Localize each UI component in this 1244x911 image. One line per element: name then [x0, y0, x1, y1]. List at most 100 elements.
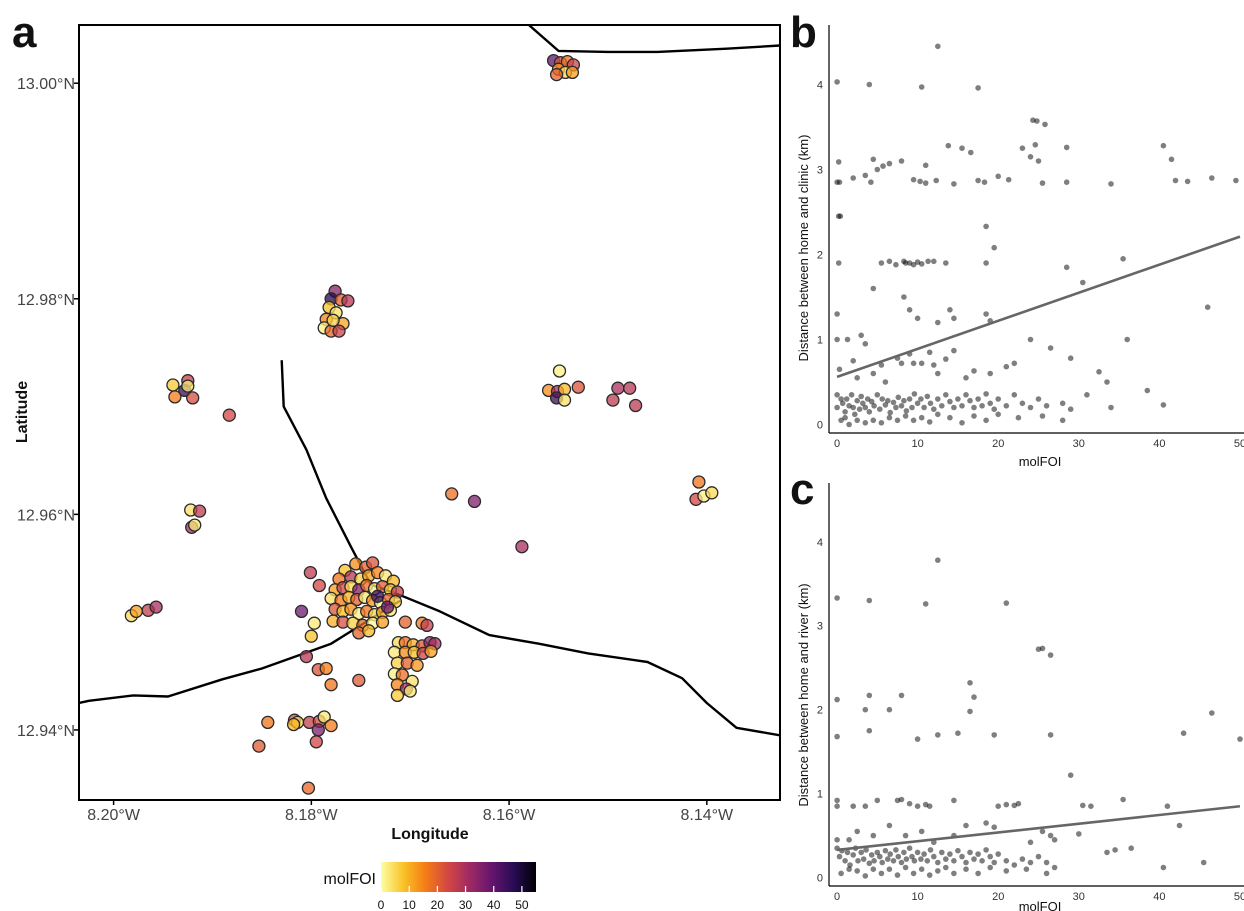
clinic-point — [959, 403, 965, 409]
clinic-point — [1160, 402, 1167, 408]
household-point — [362, 624, 376, 638]
river-x-ticks: 0 10 20 30 40 50 — [834, 891, 1244, 903]
clinic-point — [931, 406, 937, 413]
clinic-point — [1204, 304, 1211, 311]
clinic-point — [871, 403, 877, 409]
clinic-point — [968, 149, 974, 156]
legend-tick-label: 40 — [487, 898, 501, 911]
river-point — [943, 864, 949, 871]
clinic-x-ticks: 0 10 20 30 40 50 — [834, 438, 1244, 450]
clinic-point — [1160, 142, 1167, 149]
river-point — [834, 696, 840, 703]
color-legend: molFOI 0 10 20 30 40 50 — [324, 862, 536, 911]
clinic-point — [846, 421, 852, 428]
clinic-point — [886, 258, 893, 265]
clinic-point — [975, 85, 981, 91]
y-tick-label: 1 — [817, 335, 823, 347]
river-point — [975, 870, 981, 877]
clinic-point — [935, 411, 941, 418]
clinic-point — [839, 400, 846, 407]
x-tick-label: 10 — [912, 891, 924, 903]
clinic-point — [870, 285, 877, 292]
river-point — [1039, 645, 1046, 652]
river-point — [918, 866, 925, 872]
clinic-point — [914, 315, 921, 322]
river-point — [1003, 801, 1010, 808]
river-point — [862, 873, 869, 879]
x-tick-label: 40 — [1153, 891, 1165, 903]
clinic-point — [951, 315, 957, 322]
household-point — [403, 684, 417, 698]
river-point — [870, 832, 877, 839]
river-point — [846, 837, 852, 843]
clinic-point — [945, 142, 952, 149]
river-point — [971, 694, 977, 700]
clinic-point — [906, 307, 913, 313]
y-tick-label: 1 — [817, 789, 823, 801]
household-point — [294, 604, 309, 619]
household-point — [467, 494, 482, 509]
clinic-point — [983, 311, 989, 317]
household-point — [692, 475, 706, 489]
river-point — [963, 859, 969, 866]
household-point — [705, 486, 719, 500]
river-point — [967, 849, 973, 856]
river-point — [834, 733, 840, 740]
river-point — [846, 866, 852, 872]
clinic-point — [1144, 387, 1151, 394]
map-y-ticks: 12.94°N 12.96°N 12.98°N 13.00°N — [17, 76, 79, 740]
clinic-point — [959, 145, 965, 151]
river-point — [971, 856, 977, 862]
clinic-point — [922, 180, 929, 186]
river-point — [931, 853, 937, 860]
x-tick-label: 0 — [834, 891, 840, 903]
clinic-regression-line — [836, 235, 1241, 379]
river-point — [951, 858, 957, 864]
household-point — [129, 604, 143, 619]
clinic-point — [955, 396, 961, 402]
river-point — [947, 851, 953, 857]
clinic-point — [918, 360, 925, 367]
river-point — [926, 803, 933, 809]
river-point — [1076, 831, 1082, 837]
household-point — [312, 578, 326, 593]
clinic-point — [895, 394, 902, 401]
clinic-point — [882, 402, 889, 408]
river-point — [987, 864, 993, 871]
clinic-point — [1005, 176, 1012, 183]
clinic-point — [910, 261, 917, 268]
river-point — [1080, 802, 1086, 809]
river-point — [890, 858, 897, 864]
river-point — [877, 853, 883, 860]
y-tick-label: 0 — [817, 873, 823, 885]
clinic-point — [902, 413, 909, 419]
clinic-point — [1011, 392, 1018, 398]
river-point — [909, 853, 915, 860]
river-point — [914, 803, 921, 809]
clinic-point — [1067, 355, 1074, 362]
river-point — [1043, 859, 1050, 866]
panel-a-letter: a — [12, 8, 37, 57]
clinic-point — [864, 396, 871, 402]
road-line-4 — [528, 25, 780, 54]
clinic-point — [931, 362, 937, 368]
river-point — [893, 847, 899, 853]
clinic-point — [1168, 156, 1175, 163]
clinic-point — [1003, 363, 1010, 370]
household-point — [319, 661, 333, 676]
clinic-point — [886, 160, 893, 167]
household-point — [286, 717, 301, 732]
household-point — [420, 618, 434, 633]
household-point — [303, 565, 318, 580]
clinic-point — [926, 419, 933, 425]
clinic-point — [1209, 175, 1215, 181]
river-point — [874, 849, 881, 856]
clinic-point — [850, 358, 856, 364]
river-point — [879, 859, 885, 866]
river-point — [1112, 847, 1118, 853]
legend-tick-label: 50 — [515, 898, 529, 911]
river-point — [834, 797, 840, 804]
clinic-point — [910, 176, 917, 183]
legend-tick-label: 20 — [431, 898, 445, 911]
clinic-point — [975, 396, 981, 402]
